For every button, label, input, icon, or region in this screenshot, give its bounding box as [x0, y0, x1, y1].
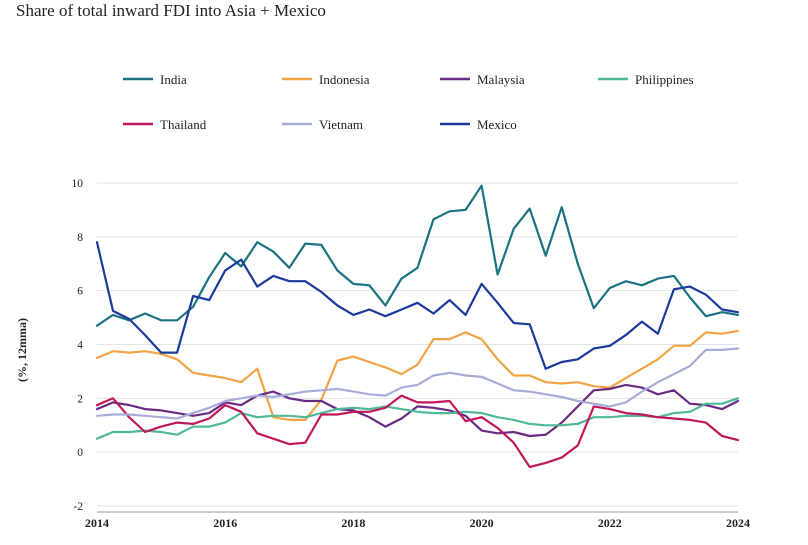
y-tick-label: 6 [77, 286, 83, 298]
series-line-vietnam [95, 347, 740, 420]
series-line-indonesia [95, 329, 740, 421]
x-axis-ticks: 2014 2016 2018 2020 2022 2024 [85, 516, 750, 530]
y-tick-label: 0 [77, 447, 83, 459]
legend-label-indonesia: Indonesia [319, 72, 370, 87]
series-line-malaysia [95, 383, 740, 438]
series-line-thailand [95, 394, 740, 469]
y-tick-label: 4 [77, 340, 83, 352]
x-tick-label: 2016 [213, 516, 237, 530]
y-tick-label: 2 [77, 393, 83, 405]
legend-label-philippines: Philippines [635, 72, 694, 87]
y-axis-ticks: -2 0 2 4 6 8 10 [72, 178, 84, 513]
legend-label-india: India [160, 72, 187, 87]
series-lines [95, 184, 740, 469]
x-tick-label: 2014 [85, 516, 109, 530]
y-tick-label: 10 [72, 178, 84, 190]
series-line-philippines [95, 397, 740, 440]
legend-label-thailand: Thailand [160, 117, 207, 132]
x-tick-label: 2022 [598, 516, 622, 530]
series-line-mexico [95, 241, 740, 370]
legend-label-malaysia: Malaysia [477, 72, 525, 87]
y-tick-label: -2 [73, 501, 83, 513]
series-line-india [95, 184, 740, 327]
legend: India Indonesia Malaysia Philippines Thailan… [123, 72, 694, 132]
y-axis-label: (%, 12mma) [15, 318, 29, 382]
legend-label-mexico: Mexico [477, 117, 517, 132]
gridlines [97, 182, 738, 513]
x-tick-label: 2024 [726, 516, 750, 530]
chart-title: Share of total inward FDI into Asia + Me… [16, 1, 326, 20]
legend-label-vietnam: Vietnam [319, 117, 363, 132]
x-tick-label: 2018 [341, 516, 365, 530]
x-tick-label: 2020 [470, 516, 494, 530]
y-tick-label: 8 [77, 232, 83, 244]
